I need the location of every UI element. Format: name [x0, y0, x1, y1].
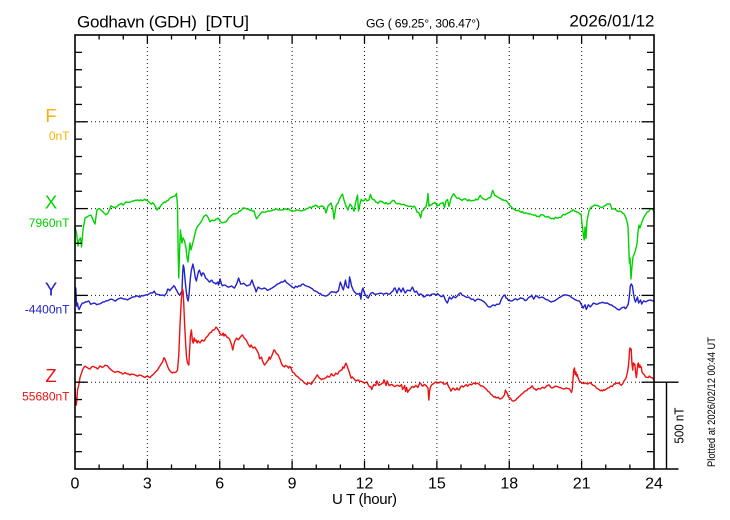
svg-text:21: 21 — [573, 476, 591, 493]
svg-text:2026/01/12: 2026/01/12 — [569, 12, 654, 31]
svg-text:18: 18 — [500, 476, 518, 493]
svg-text:U T (hour): U T (hour) — [332, 491, 397, 508]
svg-text:F: F — [45, 105, 56, 126]
svg-text:15: 15 — [428, 476, 446, 493]
svg-text:0: 0 — [71, 476, 80, 493]
svg-text:Z: Z — [45, 365, 56, 386]
svg-text:3: 3 — [143, 476, 152, 493]
svg-text:55680nT: 55680nT — [22, 390, 70, 404]
svg-text:6: 6 — [215, 476, 224, 493]
svg-text:12: 12 — [356, 476, 374, 493]
svg-text:Y: Y — [45, 278, 57, 299]
svg-text:GG ( 69.25°, 306.47°): GG ( 69.25°, 306.47°) — [366, 16, 480, 30]
svg-text:7960nT: 7960nT — [29, 216, 70, 230]
svg-text:Godhavn (GDH) [DTU]: Godhavn (GDH) [DTU] — [77, 13, 249, 32]
svg-text:Plotted at 2026/02/12 00:44 UT: Plotted at 2026/02/12 00:44 UT — [706, 337, 718, 467]
svg-text:24: 24 — [645, 476, 663, 493]
svg-text:X: X — [45, 192, 57, 213]
svg-text:500 nT: 500 nT — [672, 408, 687, 444]
svg-text:9: 9 — [288, 476, 297, 493]
svg-text:0nT: 0nT — [49, 129, 70, 143]
svg-text:-4400nT: -4400nT — [25, 303, 70, 317]
